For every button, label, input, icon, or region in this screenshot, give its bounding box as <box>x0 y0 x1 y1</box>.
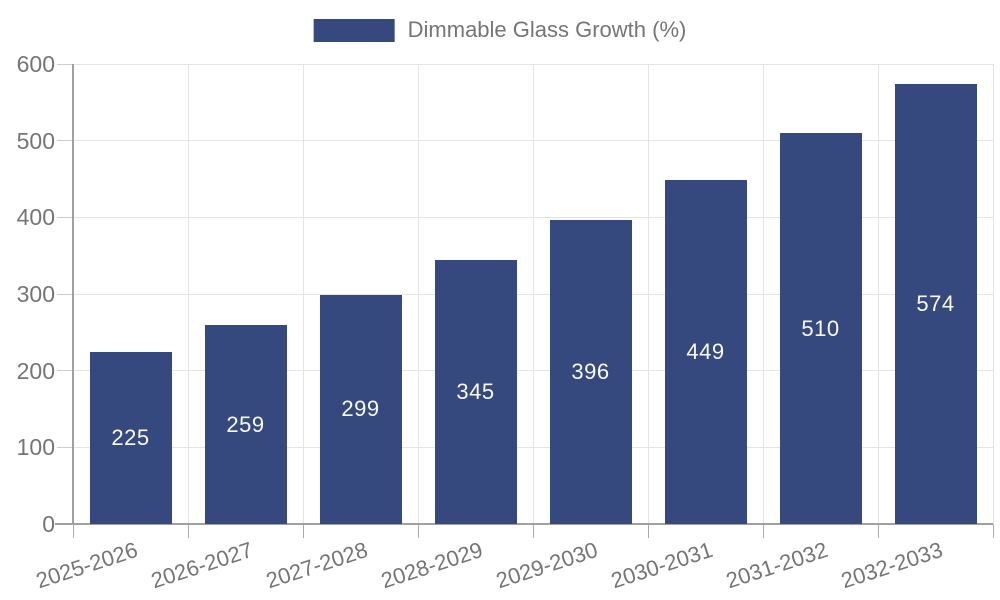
x-axis-tick-label: 2025-2026 <box>32 537 141 594</box>
y-axis-tick-label: 400 <box>16 204 55 231</box>
bar: 449 <box>664 179 747 524</box>
x-axis-line <box>55 523 993 525</box>
bar: 225 <box>89 351 172 524</box>
y-axis-tick-label: 0 <box>42 511 55 537</box>
x-axis-tick <box>647 524 649 538</box>
bar: 510 <box>779 133 862 524</box>
bar-value-label: 299 <box>341 396 380 422</box>
gridline-vertical <box>532 64 534 524</box>
x-axis-tick <box>992 524 994 538</box>
bar-value-label: 345 <box>456 378 495 404</box>
bar: 259 <box>204 325 287 524</box>
gridline-vertical <box>877 64 879 524</box>
gridline-vertical <box>992 64 994 524</box>
x-axis-tick-label: 2029-2030 <box>492 537 601 594</box>
y-axis-tick <box>57 293 73 295</box>
x-axis-tick <box>762 524 764 538</box>
x-axis-tick-label: 2026-2027 <box>147 537 256 594</box>
y-axis-tick <box>57 216 73 218</box>
bar-value-label: 396 <box>571 359 610 385</box>
x-axis-tick <box>187 524 189 538</box>
x-axis-tick <box>302 524 304 538</box>
x-axis-tick-label: 2031-2032 <box>722 537 831 594</box>
bar-value-label: 510 <box>801 315 840 341</box>
y-axis-tick <box>57 140 73 142</box>
x-axis-tick-label: 2030-2031 <box>607 537 716 594</box>
y-axis-tick <box>57 63 73 65</box>
bar: 345 <box>434 259 517 524</box>
y-axis-line <box>72 64 74 524</box>
x-axis-tick <box>877 524 879 538</box>
y-axis-tick-label: 300 <box>16 281 55 307</box>
y-axis-tick-label: 100 <box>16 434 55 461</box>
gridline-vertical <box>302 64 304 524</box>
x-axis-tick <box>417 524 419 538</box>
y-axis-tick-label: 500 <box>16 127 55 154</box>
x-axis-tick <box>532 524 534 538</box>
gridline-vertical <box>417 64 419 524</box>
y-axis-tick-label: 200 <box>16 357 55 384</box>
bar-value-label: 225 <box>111 424 150 450</box>
x-axis-tick <box>72 524 74 538</box>
x-axis-tick-label: 2027-2028 <box>262 537 371 594</box>
gridline-vertical <box>762 64 764 524</box>
bar-value-label: 449 <box>686 338 725 364</box>
legend-label: Dimmable Glass Growth (%) <box>407 17 687 42</box>
bar: 396 <box>549 220 632 524</box>
bar-value-label: 259 <box>226 411 265 437</box>
y-axis-tick <box>57 446 73 448</box>
bar: 299 <box>319 294 402 524</box>
legend[interactable]: Dimmable Glass Growth (%) <box>313 17 687 43</box>
y-axis-tick <box>57 370 73 372</box>
gridline-vertical <box>187 64 189 524</box>
bar: 574 <box>894 83 977 524</box>
y-axis-tick-label: 600 <box>16 51 55 77</box>
legend-swatch-icon <box>313 18 395 42</box>
x-axis-tick-label: 2028-2029 <box>377 537 486 594</box>
bar-value-label: 574 <box>916 290 955 316</box>
x-axis-tick-label: 2032-2033 <box>837 537 946 594</box>
gridline-vertical <box>647 64 649 524</box>
